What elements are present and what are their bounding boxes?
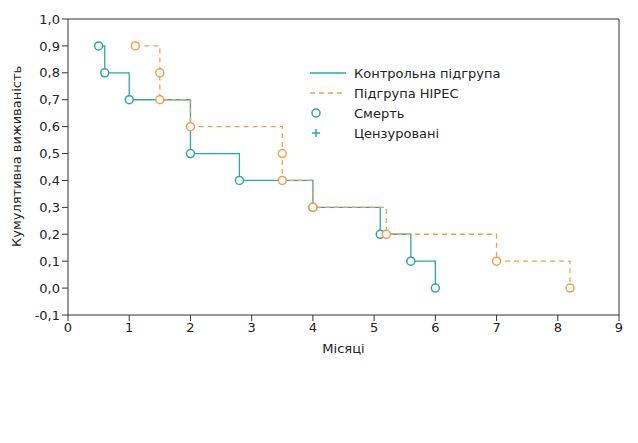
svg-text:0,8: 0,8 [39, 65, 60, 80]
svg-text:8: 8 [554, 320, 562, 335]
svg-text:-0,1: -0,1 [35, 308, 60, 323]
svg-text:Місяці: Місяці [322, 341, 364, 356]
svg-text:5: 5 [370, 320, 378, 335]
svg-text:2: 2 [186, 320, 194, 335]
svg-text:0,3: 0,3 [39, 200, 60, 215]
svg-text:0,1: 0,1 [39, 254, 60, 269]
svg-text:0: 0 [64, 320, 72, 335]
svg-text:0,4: 0,4 [39, 173, 60, 188]
svg-text:4: 4 [309, 320, 317, 335]
html-text:Цензуровані: Цензуровані [354, 125, 440, 141]
svg-text:6: 6 [431, 320, 439, 335]
html-text:Контрольна підгрупа: Контрольна підгрупа [354, 65, 501, 81]
svg-text:9: 9 [615, 320, 623, 335]
svg-text:Кумулятивна виживаність: Кумулятивна виживаність [9, 66, 24, 247]
svg-text:0,6: 0,6 [39, 119, 60, 134]
svg-text:3: 3 [248, 320, 256, 335]
svg-text:1,0: 1,0 [39, 12, 60, 27]
svg-text:1: 1 [125, 320, 133, 335]
svg-text:0,0: 0,0 [39, 281, 60, 296]
svg-text:0,7: 0,7 [39, 92, 60, 107]
svg-text:0,5: 0,5 [39, 146, 60, 161]
svg-text:0,2: 0,2 [39, 227, 60, 242]
svg-text:7: 7 [492, 320, 500, 335]
html-text:Смерть: Смерть [354, 105, 405, 121]
svg-text:0,9: 0,9 [39, 39, 60, 54]
html-text:Підгрупа HIPEC: Підгрупа HIPEC [354, 85, 459, 101]
